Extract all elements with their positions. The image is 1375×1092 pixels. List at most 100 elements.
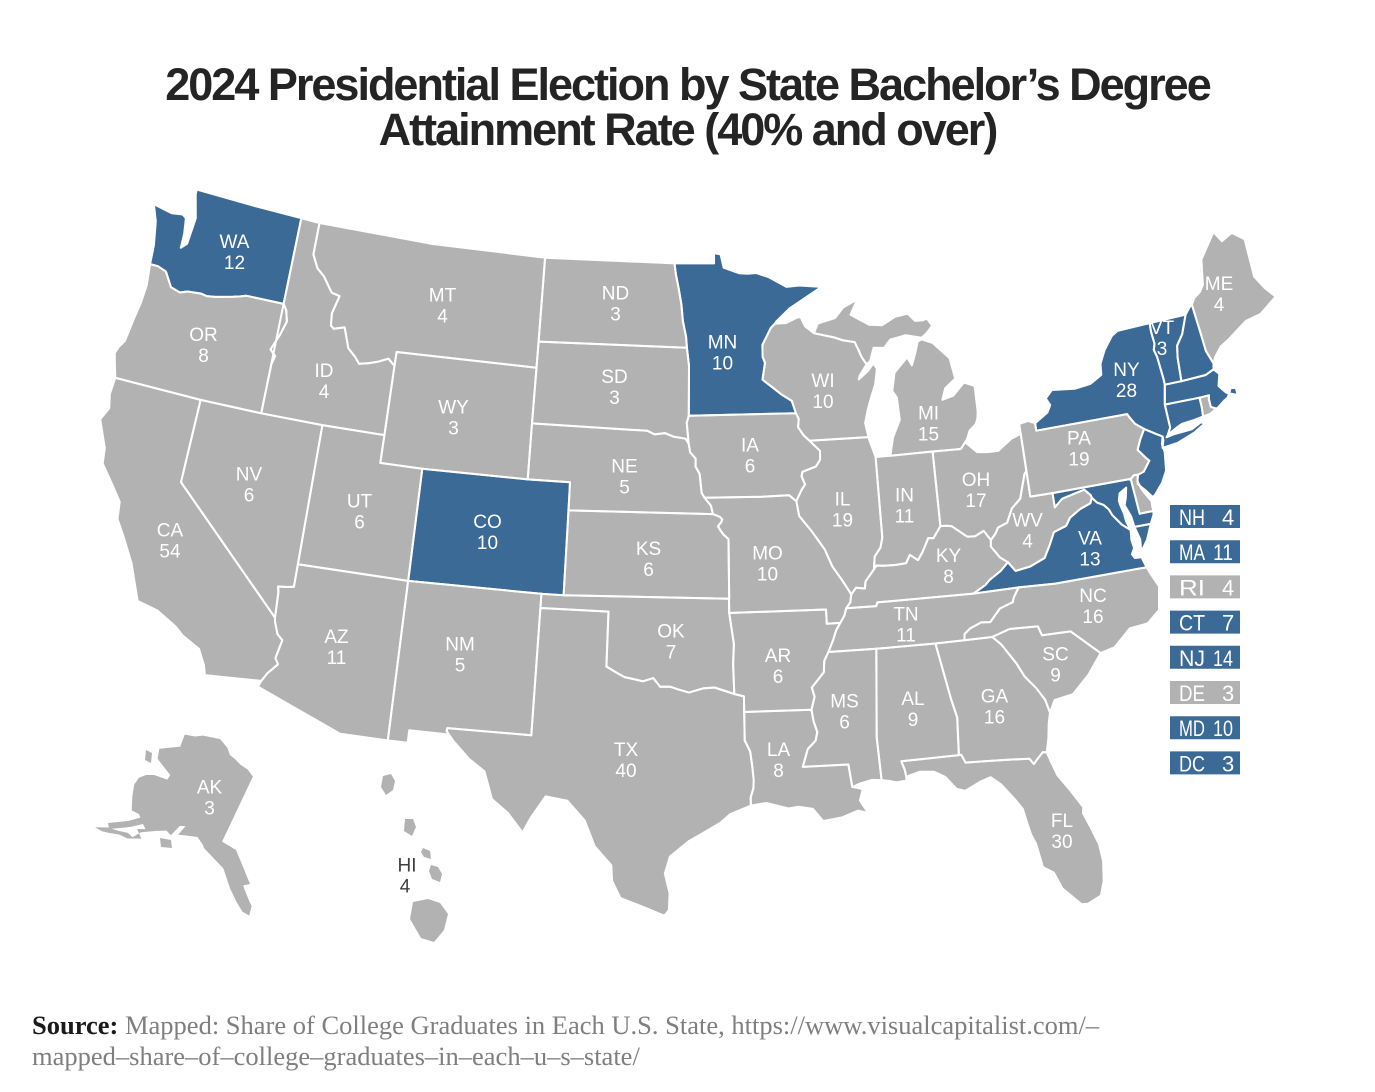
svg-text:10: 10: [477, 533, 498, 554]
svg-text:10: 10: [757, 565, 778, 586]
svg-text:5: 5: [619, 478, 630, 499]
svg-text:3: 3: [609, 388, 620, 409]
svg-text:RI: RI: [1179, 575, 1205, 600]
svg-text:IA: IA: [741, 436, 759, 457]
svg-text:VA: VA: [1078, 529, 1102, 550]
svg-text:HI: HI: [398, 856, 417, 877]
svg-text:6: 6: [773, 667, 784, 688]
svg-text:MS: MS: [830, 692, 859, 713]
svg-text:VT: VT: [1150, 318, 1175, 339]
svg-text:OK: OK: [657, 622, 685, 643]
svg-text:TN: TN: [893, 605, 918, 626]
svg-text:19: 19: [1068, 450, 1089, 471]
svg-text:WV: WV: [1012, 511, 1043, 532]
svg-text:54: 54: [159, 542, 181, 563]
svg-text:4: 4: [1222, 505, 1234, 530]
svg-text:NV: NV: [236, 465, 263, 486]
svg-text:WA: WA: [220, 232, 250, 253]
svg-text:17: 17: [965, 491, 986, 512]
svg-text:6: 6: [643, 560, 654, 581]
svg-text:7: 7: [666, 643, 677, 664]
svg-text:7: 7: [1222, 611, 1234, 636]
svg-text:ME: ME: [1205, 274, 1234, 295]
svg-text:OR: OR: [189, 325, 218, 346]
svg-text:30: 30: [1051, 832, 1072, 853]
svg-text:15: 15: [918, 425, 939, 446]
svg-text:3: 3: [448, 419, 459, 440]
svg-text:5: 5: [455, 656, 466, 677]
svg-text:4: 4: [1222, 575, 1234, 600]
svg-text:TX: TX: [614, 740, 639, 761]
svg-text:6: 6: [745, 457, 756, 478]
svg-text:NY: NY: [1113, 360, 1140, 381]
svg-text:KY: KY: [936, 546, 962, 567]
svg-text:11: 11: [327, 648, 347, 669]
svg-text:14: 14: [1213, 646, 1233, 671]
svg-text:9: 9: [908, 710, 919, 731]
svg-text:WI: WI: [811, 371, 834, 392]
svg-text:UT: UT: [347, 492, 373, 513]
svg-text:PA: PA: [1067, 429, 1091, 450]
svg-text:8: 8: [773, 761, 784, 782]
svg-text:MT: MT: [429, 286, 457, 307]
svg-text:MI: MI: [918, 404, 939, 425]
svg-text:AZ: AZ: [324, 627, 349, 648]
svg-text:10: 10: [1213, 716, 1233, 741]
svg-text:NM: NM: [445, 635, 475, 656]
svg-text:CO: CO: [473, 512, 502, 533]
svg-text:11: 11: [895, 507, 915, 528]
svg-text:ND: ND: [602, 284, 629, 305]
svg-text:13: 13: [1079, 550, 1100, 571]
svg-text:CA: CA: [157, 521, 184, 542]
svg-text:AL: AL: [901, 689, 924, 710]
svg-text:16: 16: [1082, 607, 1103, 628]
svg-text:19: 19: [832, 511, 853, 532]
svg-text:10: 10: [712, 354, 733, 375]
svg-text:GA: GA: [981, 687, 1009, 708]
svg-text:IL: IL: [835, 490, 851, 511]
svg-text:NC: NC: [1079, 586, 1106, 607]
svg-text:IN: IN: [895, 486, 914, 507]
svg-text:CT: CT: [1179, 611, 1205, 636]
svg-text:MD: MD: [1179, 716, 1205, 741]
svg-text:AR: AR: [765, 646, 791, 667]
svg-text:SD: SD: [601, 367, 627, 388]
svg-text:8: 8: [943, 567, 954, 588]
svg-text:WY: WY: [438, 398, 469, 419]
svg-text:MN: MN: [708, 333, 738, 354]
svg-text:6: 6: [244, 486, 255, 507]
svg-text:10: 10: [812, 392, 833, 413]
svg-text:AK: AK: [197, 778, 223, 799]
svg-text:3: 3: [1222, 751, 1234, 776]
svg-text:3: 3: [1222, 681, 1234, 706]
svg-text:FL: FL: [1051, 811, 1073, 832]
svg-text:40: 40: [615, 761, 636, 782]
svg-text:OH: OH: [962, 470, 991, 491]
svg-text:NE: NE: [611, 457, 637, 478]
svg-text:8: 8: [198, 346, 209, 367]
svg-text:3: 3: [610, 305, 621, 326]
svg-text:4: 4: [400, 877, 411, 898]
svg-text:4: 4: [319, 382, 330, 403]
svg-text:LA: LA: [767, 740, 791, 761]
svg-text:NH: NH: [1179, 505, 1205, 530]
svg-text:3: 3: [204, 799, 215, 820]
svg-text:DC: DC: [1179, 751, 1205, 776]
svg-text:ID: ID: [315, 361, 334, 382]
svg-text:11: 11: [896, 626, 916, 647]
svg-text:DE: DE: [1179, 681, 1205, 706]
svg-text:28: 28: [1116, 381, 1137, 402]
svg-text:4: 4: [1214, 295, 1225, 316]
svg-text:11: 11: [1213, 540, 1233, 565]
svg-text:16: 16: [984, 708, 1005, 729]
svg-text:12: 12: [224, 253, 245, 274]
svg-text:MA: MA: [1179, 540, 1205, 565]
svg-text:6: 6: [354, 513, 365, 534]
svg-text:SC: SC: [1042, 645, 1068, 666]
svg-text:4: 4: [437, 307, 448, 328]
svg-text:9: 9: [1050, 666, 1061, 687]
svg-text:MO: MO: [752, 544, 783, 565]
svg-text:NJ: NJ: [1179, 646, 1205, 671]
svg-text:KS: KS: [636, 539, 661, 560]
svg-text:3: 3: [1157, 339, 1168, 360]
